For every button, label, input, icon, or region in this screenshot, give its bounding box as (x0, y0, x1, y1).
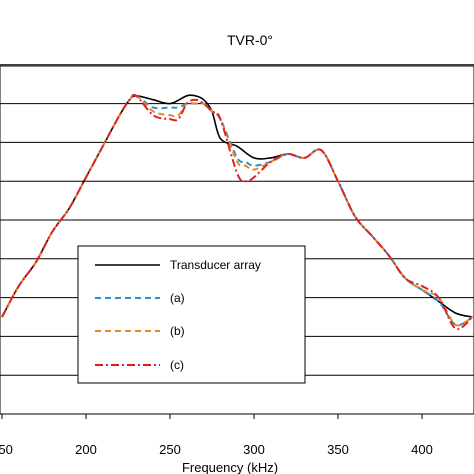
legend-label-transducer-array: Transducer array (170, 258, 261, 272)
x-tick-label-200: 200 (75, 442, 97, 457)
legend-box (77, 245, 306, 384)
x-tick-label-300: 300 (243, 442, 265, 457)
chart-title: TVR-0° (227, 32, 273, 48)
x-axis-label: Frequency (kHz) (182, 460, 278, 474)
x-tick-label-350: 350 (327, 442, 349, 457)
series-line-c (1, 93, 474, 331)
x-tick-label-250: 250 (159, 442, 181, 457)
legend-label-a: (a) (170, 291, 185, 305)
legend-label-c: (c) (170, 358, 184, 372)
legend: Transducer array (a) (b) (c) (77, 245, 306, 384)
x-tick-label-150: 150 (0, 442, 13, 457)
plot-area-frame (0, 65, 474, 415)
x-axis-ticks: 150 200 250 300 350 400 (0, 414, 433, 457)
x-tick-label-400: 400 (411, 442, 433, 457)
legend-label-b: (b) (170, 324, 185, 338)
series-layer (1, 93, 474, 331)
